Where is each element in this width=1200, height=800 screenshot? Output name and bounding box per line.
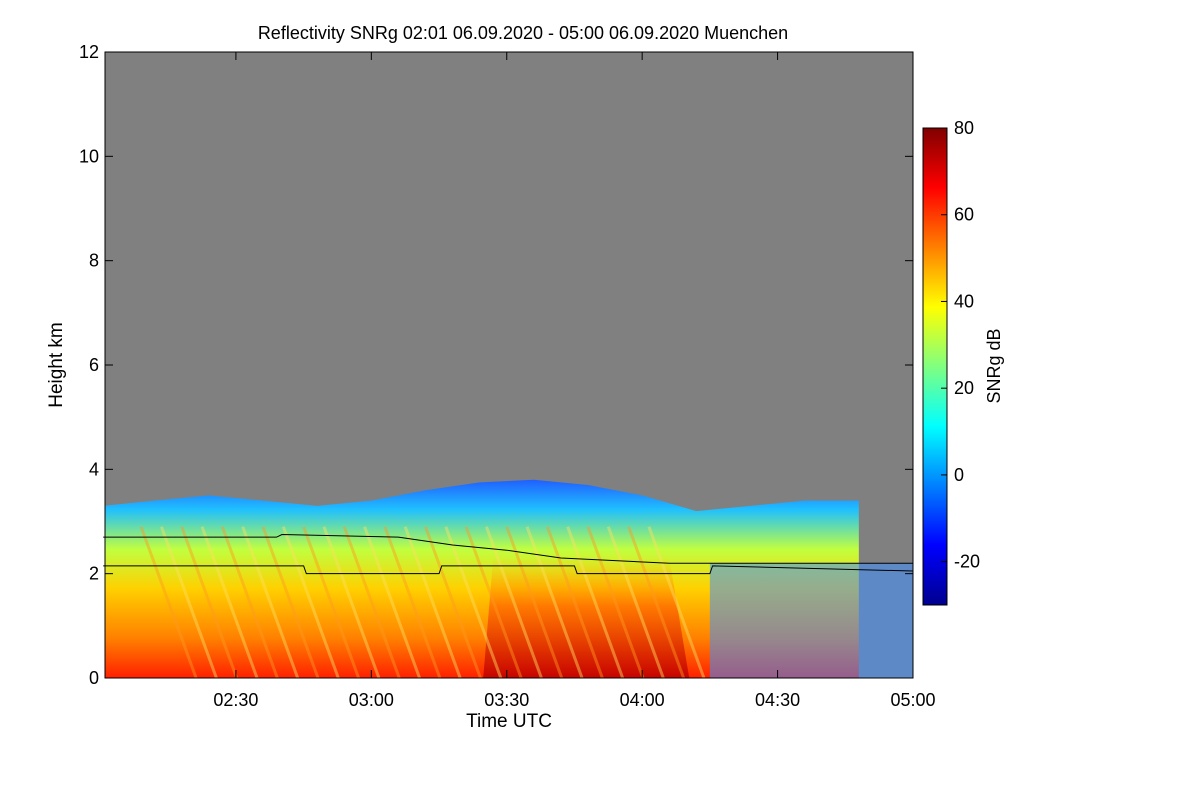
fall-streak — [545, 526, 604, 678]
echo-core — [483, 558, 690, 678]
fall-streak — [302, 526, 361, 678]
colorbar-tick-label: 20 — [954, 378, 974, 398]
y-tick-label: 8 — [89, 251, 99, 271]
plot-area — [105, 52, 913, 678]
fall-streak — [261, 526, 320, 678]
fall-streak — [525, 526, 584, 678]
chart-title: Reflectivity SNRg 02:01 06.09.2020 - 05:… — [258, 23, 788, 43]
colorbar-tick-label: 60 — [954, 205, 974, 225]
fall-streak — [566, 526, 625, 678]
colorbar-gradient — [922, 127, 948, 606]
fall-streak — [160, 526, 218, 678]
fall-streak — [220, 526, 279, 678]
x-tick-label: 03:00 — [349, 690, 394, 710]
y-tick-label: 4 — [89, 459, 99, 479]
y-axis: 0 2 4 6 8 10 12 — [79, 42, 913, 688]
x-tick-label: 05:00 — [890, 690, 935, 710]
echo-weak-region — [709, 563, 913, 678]
y-axis-label: Height km — [46, 322, 67, 408]
colorbar-tick-label: 80 — [954, 118, 974, 138]
colorbar-tick-label: -20 — [954, 552, 980, 572]
fall-streak — [200, 526, 259, 678]
x-tick-label: 03:30 — [484, 690, 529, 710]
x-tick-label: 02:30 — [213, 690, 258, 710]
fall-streak — [139, 526, 198, 678]
colorbar: -20 0 20 40 60 80 SNRg dB — [922, 118, 1004, 606]
fall-streak — [627, 526, 686, 678]
fall-streak — [444, 526, 503, 678]
x-axis: 02:30 03:00 03:30 04:00 04:30 05:00 — [213, 52, 936, 710]
fall-streak — [342, 526, 401, 678]
echo-field — [105, 479, 913, 678]
x-axis-label: Time UTC — [466, 711, 552, 732]
series-line-2 — [103, 565, 914, 575]
colorbar-label: SNRg dB — [984, 328, 1004, 403]
fall-streak — [647, 526, 706, 678]
fall-streak — [464, 526, 523, 678]
fall-streak — [180, 526, 239, 678]
fall-streak — [383, 526, 442, 678]
fall-streak — [586, 526, 645, 678]
fall-streak — [485, 526, 543, 678]
fall-streak — [606, 526, 665, 678]
colorbar-tick-label: 0 — [954, 465, 964, 485]
series-lines — [103, 534, 914, 575]
streaks — [139, 526, 706, 678]
y-tick-label: 10 — [79, 146, 99, 166]
colorbar-tick-label: 40 — [954, 291, 974, 311]
fall-streak — [424, 526, 482, 678]
colorbar-ticks: -20 0 20 40 60 80 — [941, 118, 980, 572]
y-tick-label: 0 — [89, 668, 99, 688]
fall-streak — [322, 526, 381, 678]
fall-streak — [281, 526, 340, 678]
fall-streak — [403, 526, 462, 678]
y-tick-label: 2 — [89, 564, 99, 584]
y-tick-label: 6 — [89, 355, 99, 375]
series-line-1 — [103, 534, 913, 564]
fall-streak — [363, 526, 421, 678]
fall-streak — [241, 526, 300, 678]
x-tick-label: 04:30 — [755, 690, 800, 710]
y-tick-label: 12 — [79, 42, 99, 62]
x-tick-label: 04:00 — [620, 690, 665, 710]
